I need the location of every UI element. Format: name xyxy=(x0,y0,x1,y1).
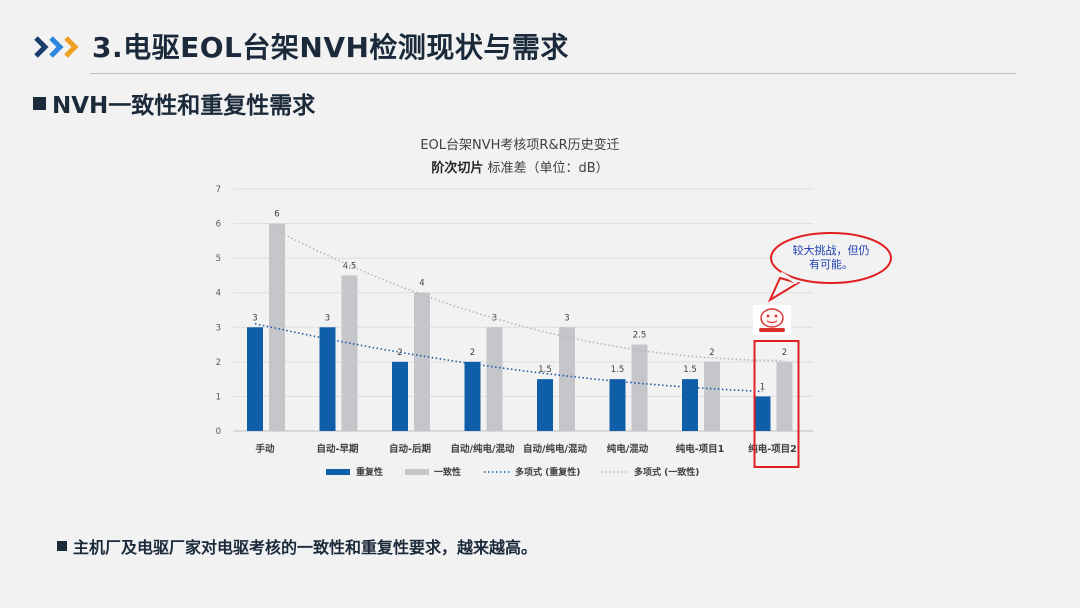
legend-label: 多项式 (重复性) xyxy=(515,466,580,478)
y-tick-label: 5 xyxy=(216,254,221,264)
chart-subtitle: 阶次切片 标准差（单位：dB） xyxy=(0,157,1040,176)
data-label: 1.5 xyxy=(538,365,552,375)
x-tick-label: 自动-后期 xyxy=(389,443,431,455)
bar-repeatability xyxy=(392,361,408,431)
title-divider xyxy=(90,73,1016,74)
slide-header: 3.电驱EOL台架NVH检测现状与需求 xyxy=(0,0,1080,80)
y-tick-label: 1 xyxy=(216,392,221,402)
section-heading-text: NVH一致性和重复性需求 xyxy=(52,93,316,119)
y-tick-label: 7 xyxy=(216,185,221,195)
x-tick-label: 自动-早期 xyxy=(317,443,359,455)
chevron-arrows-icon xyxy=(34,36,79,58)
data-label: 1.5 xyxy=(611,365,625,375)
bar-consistency xyxy=(631,344,648,431)
data-label: 1 xyxy=(760,382,765,392)
callout-ellipse xyxy=(770,232,892,284)
bar-consistency xyxy=(704,361,720,431)
data-label: 1.5 xyxy=(683,365,697,375)
callout-text: 较大挑战，但仍有可能。 xyxy=(792,244,870,271)
x-tick-label: 纯电/混动 xyxy=(607,443,649,455)
y-tick-label: 0 xyxy=(216,427,221,437)
chart-subtitle-rest: 标准差（单位：dB） xyxy=(483,161,609,176)
footer-note: 主机厂及电驱厂家对电驱考核的一致性和重复性要求，越来越高。 xyxy=(57,534,537,558)
bar-consistency xyxy=(776,361,793,431)
bar-repeatability xyxy=(609,379,626,431)
data-label: 2 xyxy=(397,348,402,358)
callout-pointer xyxy=(767,276,801,303)
bar-consistency xyxy=(559,327,575,431)
bar-consistency xyxy=(486,327,503,431)
square-bullet-icon xyxy=(57,541,67,551)
square-bullet-icon xyxy=(33,96,46,110)
legend-swatch-consistency xyxy=(405,469,429,475)
data-label: 3 xyxy=(492,313,497,323)
data-label: 4.5 xyxy=(343,261,357,271)
bar-repeatability xyxy=(464,361,481,431)
data-label: 3 xyxy=(564,313,569,323)
callout-joint xyxy=(780,271,798,285)
bar-consistency xyxy=(414,292,430,431)
section-heading: NVH一致性和重复性需求 xyxy=(33,86,315,120)
x-tick-label: 纯电-项目2 xyxy=(748,443,797,455)
good-emoji-icon xyxy=(753,305,791,335)
bar-repeatability xyxy=(319,327,336,431)
legend-label: 重复性 xyxy=(356,466,383,478)
x-tick-label: 自动/纯电/混动 xyxy=(451,443,515,455)
legend-swatch-repeatability xyxy=(326,469,350,475)
legend-label: 多项式 (一致性) xyxy=(634,466,699,478)
bar-repeatability xyxy=(754,396,771,431)
trendline-consistency xyxy=(276,230,785,362)
bar-repeatability xyxy=(682,379,698,431)
x-tick-label: 手动 xyxy=(255,443,275,455)
x-tick-label: 纯电-项目1 xyxy=(676,443,725,455)
y-tick-label: 6 xyxy=(216,220,221,230)
bar-consistency xyxy=(269,223,285,431)
data-label: 2.5 xyxy=(633,331,647,341)
data-label: 3 xyxy=(325,313,330,323)
data-label: 2 xyxy=(782,348,787,358)
x-tick-label: 自动/纯电/混动 xyxy=(523,443,587,455)
bar-repeatability xyxy=(247,327,263,431)
chart-title: EOL台架NVH考核项R&R历史变迁 xyxy=(420,138,620,153)
data-label: 3 xyxy=(252,313,257,323)
data-label: 2 xyxy=(709,348,714,358)
y-tick-label: 4 xyxy=(216,289,221,299)
footer-text: 主机厂及电驱厂家对电驱考核的一致性和重复性要求，越来越高。 xyxy=(73,538,538,557)
callout-bubble: 较大挑战，但仍有可能。 xyxy=(770,233,892,283)
highlight-box xyxy=(753,340,800,468)
bar-consistency xyxy=(341,275,358,431)
data-label: 6 xyxy=(274,210,279,220)
data-label: 4 xyxy=(419,279,424,289)
legend-label: 一致性 xyxy=(434,466,461,478)
data-label: 2 xyxy=(470,348,475,358)
y-tick-label: 3 xyxy=(216,323,221,333)
bar-repeatability xyxy=(537,379,553,431)
page-title: 3.电驱EOL台架NVH检测现状与需求 xyxy=(92,31,569,64)
y-tick-label: 2 xyxy=(216,358,221,368)
chart-subtitle-bold: 阶次切片 xyxy=(431,161,484,176)
